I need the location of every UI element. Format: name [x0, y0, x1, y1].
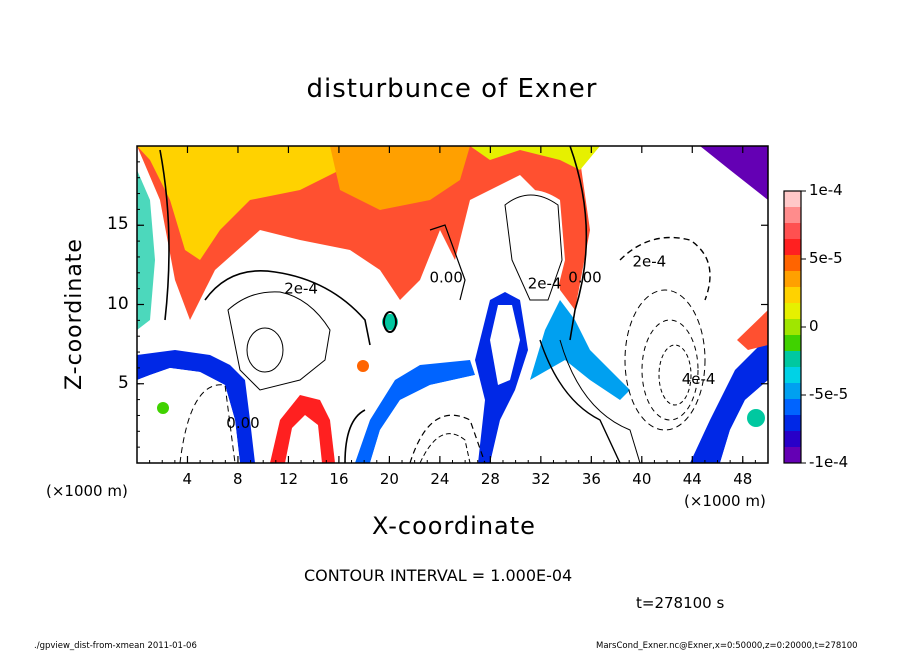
contour-interval-label: CONTOUR INTERVAL = 1.000E-04 — [304, 566, 573, 585]
colorbar-tick-label: -5e-5 — [809, 385, 849, 403]
field-shading — [137, 146, 768, 463]
x-tick-label: 48 — [733, 470, 753, 488]
x-tick-label: 32 — [531, 470, 551, 488]
contour-label: 0.00 — [429, 268, 462, 286]
colorbar-swatch — [784, 223, 801, 240]
colorbar-swatch — [784, 271, 801, 288]
contour-label: 2e-4 — [633, 252, 667, 270]
colorbar — [783, 190, 806, 464]
chart-title: disturbunce of Exner — [306, 74, 598, 104]
contour-label: 2e-4 — [284, 279, 318, 297]
colorbar-swatch — [784, 447, 801, 464]
x-tick-label: 16 — [329, 470, 349, 488]
y-tick-label: 5 — [118, 372, 129, 393]
y-tick-label: 10 — [107, 293, 129, 314]
colorbar-swatch — [784, 287, 801, 304]
x-tick-label: 44 — [682, 470, 702, 488]
x-unit-label-right: (×1000 m) — [684, 492, 766, 510]
colorbar-swatch — [784, 335, 801, 352]
x-axis-ticks — [136, 146, 769, 463]
contour-label: 0.00 — [226, 414, 259, 432]
colorbar-tick-label: 1e-4 — [809, 181, 843, 199]
contour-label: 2e-4 — [528, 275, 562, 293]
footer-left: ./gpview_dist-from-xmean 2011-01-06 — [34, 641, 197, 651]
colorbar-swatch — [784, 319, 801, 336]
colorbar-swatch — [784, 207, 801, 224]
colorbar-swatch — [784, 239, 801, 256]
colorbar-swatch — [784, 303, 801, 320]
y-axis-ticks — [137, 145, 768, 464]
colorbar-swatch — [784, 431, 801, 448]
contour-labels: 2e-4 0.00 2e-4 0.00 2e-4 0.00 4e-4 — [226, 252, 715, 432]
contour-label: 0.00 — [568, 268, 601, 286]
colorbar-swatch — [784, 383, 801, 400]
colorbar-swatch — [784, 351, 801, 368]
colorbar-tick-label: 0 — [809, 317, 819, 335]
x-tick-label: 40 — [632, 470, 652, 488]
x-tick-label: 12 — [278, 470, 299, 488]
colorbar-swatch — [784, 367, 801, 384]
colorbar-tick-label: -1e-4 — [809, 453, 849, 471]
x-axis-label: X-coordinate — [372, 512, 536, 540]
x-tick-label: 24 — [430, 470, 450, 488]
x-tick-label: 28 — [480, 470, 500, 488]
colorbar-swatch — [784, 415, 801, 432]
x-tick-label: 20 — [379, 470, 399, 488]
x-tick-label: 8 — [232, 470, 243, 488]
colorbar-tick-label: 5e-5 — [809, 249, 843, 267]
x-tick-label: 36 — [581, 470, 601, 488]
footer-right: MarsCond_Exner.nc@Exner,x=0:50000,z=0:20… — [596, 641, 858, 651]
contour-label: 4e-4 — [682, 370, 716, 388]
x-unit-label-left: (×1000 m) — [46, 482, 128, 500]
colorbar-swatch — [784, 191, 801, 208]
y-axis-label: Z-coordinate — [62, 238, 87, 390]
colorbar-swatch — [784, 255, 801, 272]
x-tick-label: 4 — [182, 470, 193, 488]
time-label: t=278100 s — [636, 594, 725, 612]
colorbar-swatch — [784, 399, 801, 416]
contour-lines — [159, 146, 711, 463]
y-tick-label: 15 — [107, 214, 129, 235]
